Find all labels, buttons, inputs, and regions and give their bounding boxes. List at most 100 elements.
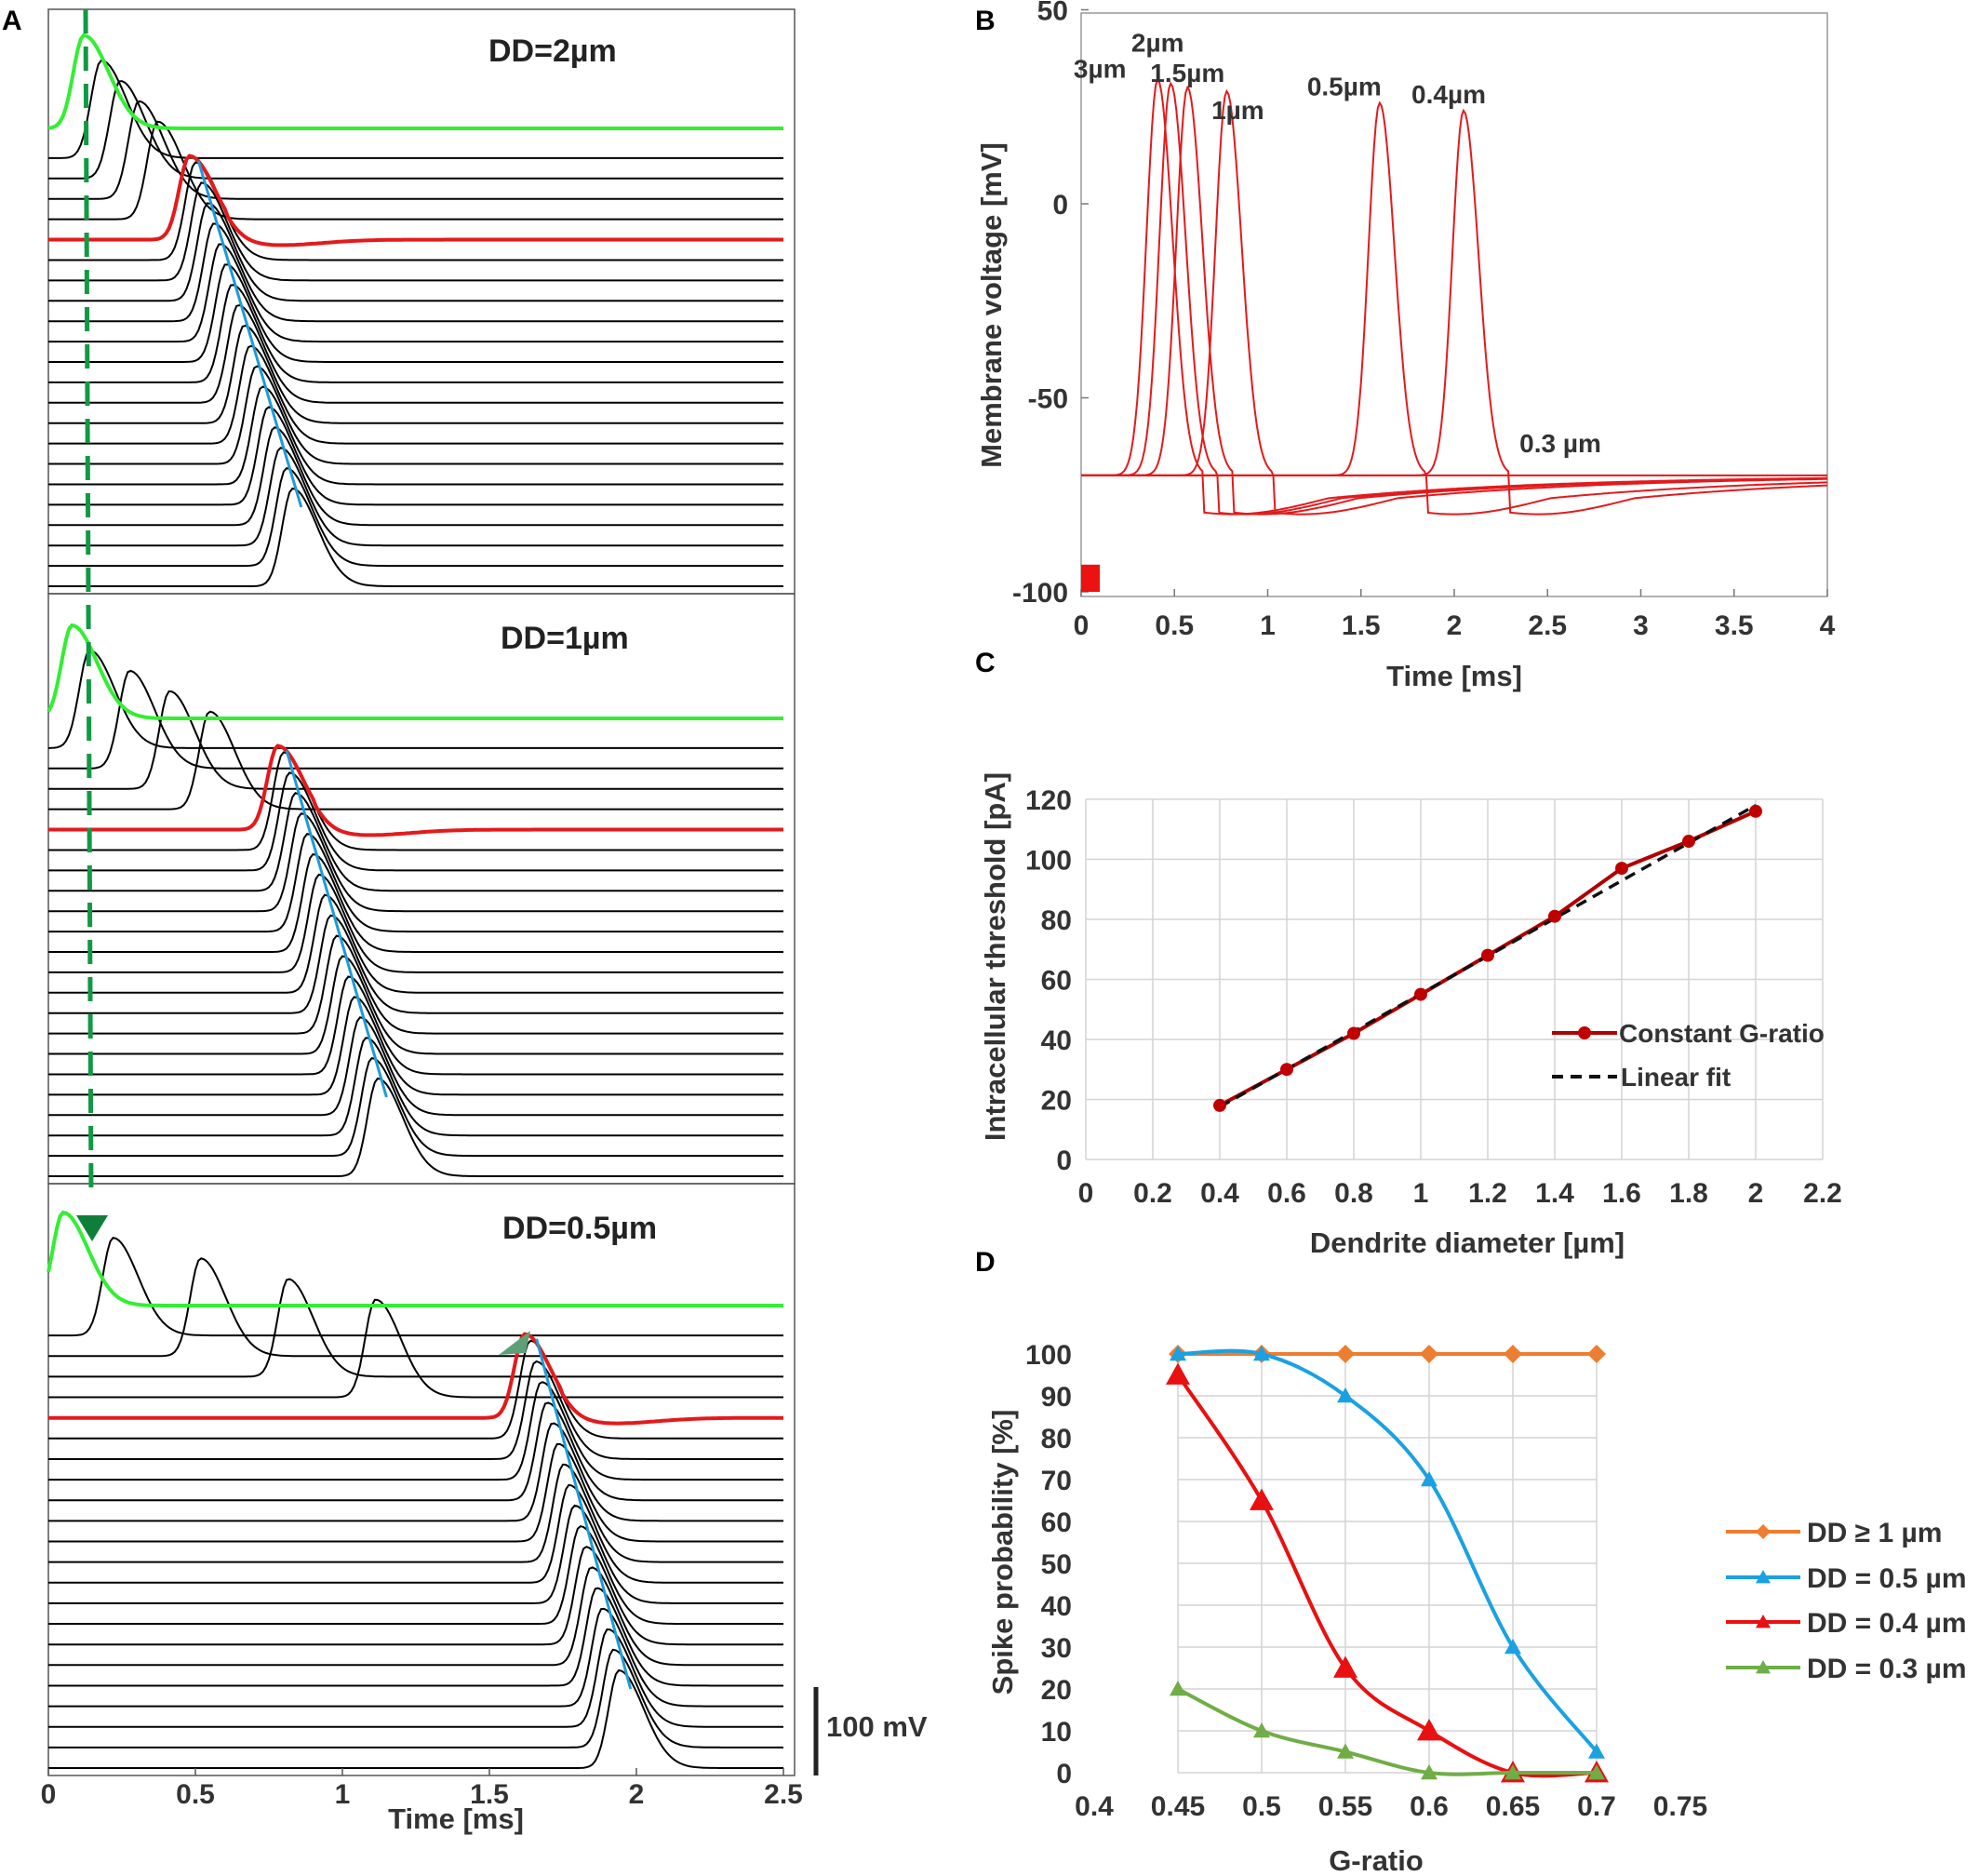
- y-tick-label: 60: [1041, 1508, 1072, 1538]
- arrowhead-marker: [76, 1215, 108, 1241]
- scale-bar-label: 100 mV: [826, 1710, 928, 1743]
- legend-label: DD = 0.3 µm: [1807, 1654, 1967, 1684]
- x-tick-label: 0.45: [1151, 1791, 1205, 1822]
- y-tick-label: 70: [1041, 1466, 1072, 1496]
- voltage-trace: [48, 365, 783, 465]
- voltage-trace: [48, 1339, 783, 1440]
- data-point-constant-g-ratio: [1280, 1063, 1293, 1077]
- y-tick-label: 10: [1041, 1717, 1072, 1748]
- voltage-trace: [48, 812, 783, 913]
- voltage-trace: [48, 284, 783, 383]
- series-line: [1177, 1687, 1597, 1776]
- voltage-trace: [48, 710, 783, 811]
- legend-marker: [1756, 1570, 1771, 1584]
- voltage-trace: [48, 487, 783, 587]
- data-point-diamond: [1420, 1345, 1438, 1363]
- voltage-trace: [48, 243, 783, 343]
- panel-label-c: C: [975, 648, 996, 678]
- series-line: [1177, 1348, 1598, 1753]
- data-point-constant-g-ratio: [1347, 1026, 1360, 1040]
- y-axis-label: Spike probability [%]: [986, 1410, 1019, 1695]
- voltage-trace: [48, 1463, 783, 1563]
- trace-label: 2µm: [1131, 29, 1184, 58]
- x-axis-label: G-ratio: [1329, 1844, 1424, 1876]
- legend-label: DD ≥ 1 µm: [1807, 1518, 1942, 1548]
- trace-group: [47, 1210, 783, 1769]
- data-point-triangle: [1170, 1681, 1186, 1696]
- voltage-trace: [48, 59, 783, 159]
- voltage-trace: [48, 1504, 783, 1604]
- legend-marker: [1756, 1660, 1771, 1674]
- voltage-trace: [48, 1442, 783, 1543]
- voltage-trace: [48, 80, 783, 180]
- y-tick-label: 80: [1041, 905, 1072, 936]
- voltage-trace: [48, 1278, 783, 1378]
- subpanel-dd-1um: DD=1µm: [47, 593, 796, 1185]
- data-point-triangle: [1337, 1387, 1354, 1403]
- y-tick-label: 0: [1056, 1146, 1072, 1176]
- axes: 0 0.5 1 1.5 2 2.5 3 3.5 4 50 0 -50 -100: [1012, 0, 1836, 641]
- voltage-trace: [48, 996, 783, 1096]
- voltage-trace: [48, 385, 783, 486]
- series-line: [1176, 1374, 1598, 1778]
- voltage-trace: [48, 426, 783, 527]
- subpanel-label: DD=0.5µm: [502, 1211, 657, 1246]
- axes: 0 0.2 0.4 0.6 0.8 1 1.2 1.4 1.6 1.8 2 2.2 0 20 40 60 80 1…: [1025, 785, 1842, 1209]
- data-point-diamond: [1504, 1345, 1522, 1363]
- x-tick-label: 0.8: [1334, 1178, 1373, 1209]
- data-point-triangle: [1588, 1764, 1605, 1780]
- voltage-trace: [48, 914, 783, 1014]
- red-trace-threshold: [48, 154, 783, 248]
- legend-label: DD = 0.5 µm: [1807, 1563, 1967, 1594]
- voltage-trace: [48, 1401, 783, 1502]
- data-point-triangle: [1333, 1655, 1357, 1678]
- x-tick-label: 0.65: [1486, 1791, 1540, 1822]
- voltage-trace: [48, 1077, 783, 1177]
- y-axis-label: Membrane voltage [mV]: [975, 142, 1008, 468]
- voltage-trace: [48, 669, 783, 770]
- series-group: [1166, 1345, 1609, 1783]
- data-point-triangle: [1421, 1764, 1437, 1780]
- x-tick-label: 1.4: [1535, 1178, 1574, 1209]
- x-tick-label: 4: [1820, 610, 1836, 641]
- x-tick-label: 0.75: [1653, 1791, 1707, 1822]
- voltage-trace: [48, 955, 783, 1055]
- voltage-trace: [48, 1257, 783, 1358]
- legend: DD ≥ 1 µm DD = 0.5 µm DD = 0.4 µm DD = 0.3 …: [1726, 1518, 1967, 1684]
- grid: [1085, 798, 1824, 1160]
- y-tick-label: 20: [1041, 1085, 1072, 1116]
- voltage-trace: [48, 1381, 783, 1481]
- x-tick-label: 1.8: [1669, 1178, 1708, 1209]
- data-point-constant-g-ratio: [1615, 862, 1628, 876]
- y-tick-label: -50: [1028, 384, 1068, 415]
- voltage-trace: [48, 1524, 783, 1625]
- stimulus-bar: [1081, 564, 1101, 592]
- y-tick-label: 80: [1041, 1424, 1072, 1454]
- voltage-trace: [48, 161, 783, 261]
- x-tick-label: 1: [1260, 610, 1276, 641]
- voltage-trace: [48, 406, 783, 506]
- subpanel-label: DD=1µm: [501, 621, 629, 656]
- x-tick-label: 1.5: [470, 1779, 509, 1810]
- y-tick-label: 90: [1041, 1382, 1072, 1413]
- y-tick-label: 40: [1041, 1591, 1072, 1622]
- trace-label: 1µm: [1211, 96, 1264, 125]
- y-tick-label: 50: [1037, 0, 1068, 27]
- voltage-trace: [48, 1360, 783, 1460]
- voltage-trace: [48, 934, 783, 1035]
- voltage-trace: [47, 649, 783, 749]
- stimulus-trace: [47, 33, 783, 130]
- panel-c: 0 0.2 0.4 0.6 0.8 1 1.2 1.4 1.6 1.8 2 2.2 0 20 40 60 80 1…: [979, 772, 1842, 1259]
- voltage-trace: [48, 1056, 783, 1158]
- voltage-trace: [48, 1668, 783, 1769]
- voltage-trace: [48, 975, 783, 1076]
- propagation-fit-line: [285, 750, 388, 1098]
- x-tick-label: 0: [1074, 610, 1090, 641]
- x-tick-label: 3.5: [1715, 610, 1754, 641]
- data-point-constant-g-ratio: [1682, 835, 1695, 849]
- x-tick-label: 0.6: [1410, 1791, 1449, 1822]
- y-tick-label: 100: [1025, 845, 1072, 876]
- x-tick-label: 3: [1633, 610, 1649, 641]
